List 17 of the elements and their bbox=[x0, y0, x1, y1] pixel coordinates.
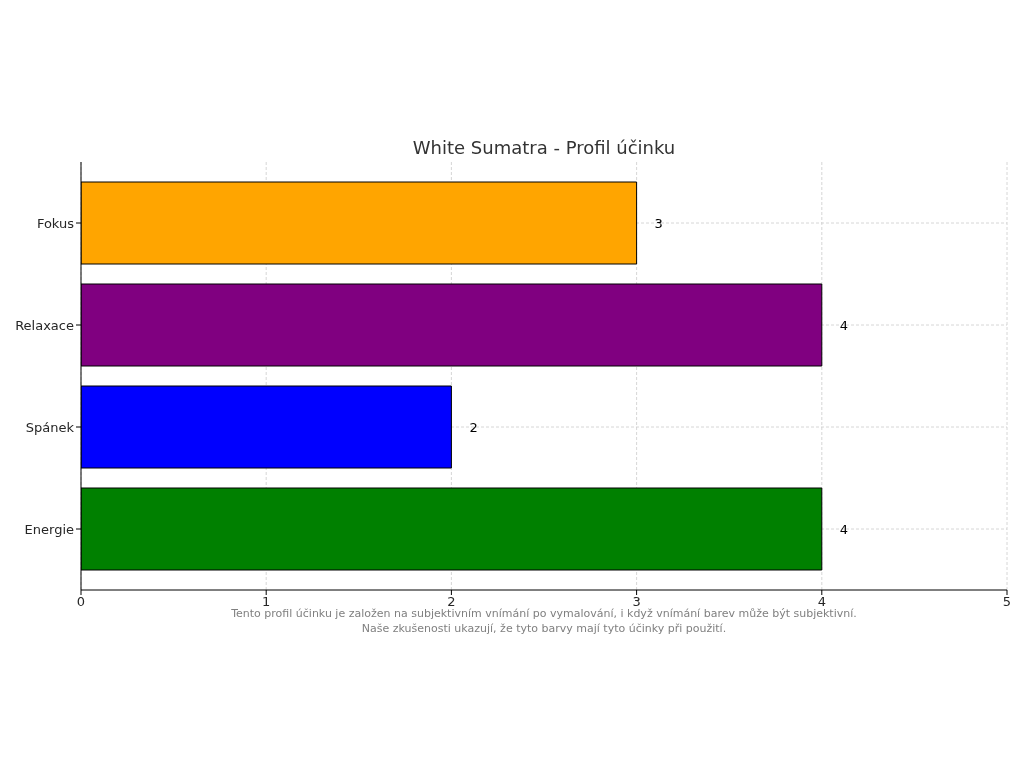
data-label: 2 bbox=[469, 419, 478, 435]
x-tick-label: 0 bbox=[76, 594, 86, 610]
x-tick-label: 4 bbox=[817, 594, 826, 610]
y-tick-label: Spánek bbox=[25, 419, 75, 435]
data-label: 4 bbox=[839, 521, 849, 537]
data-label: 4 bbox=[839, 317, 849, 333]
text: Naše zkušenosti ukazují, že tyto barvy mají tyto účinky při použití. bbox=[360, 621, 728, 636]
y-tick-label: Relaxace bbox=[15, 317, 74, 333]
x-tick-label: 2 bbox=[447, 594, 456, 610]
y-tick-label: Fokus bbox=[36, 215, 75, 231]
x-tick-label: 1 bbox=[262, 594, 271, 610]
x-tick-label: 3 bbox=[632, 594, 641, 610]
data-label: 3 bbox=[654, 215, 663, 231]
y-tick-label: Energie bbox=[24, 521, 74, 537]
chart-title: White Sumatra - Profil účinku bbox=[411, 137, 677, 159]
text: Tento profil účinku je založen na subjektivním vnímání po vymalování, i když vnímání barev může být subjektivní. bbox=[231, 607, 857, 620]
x-tick-label: 5 bbox=[1002, 594, 1012, 610]
